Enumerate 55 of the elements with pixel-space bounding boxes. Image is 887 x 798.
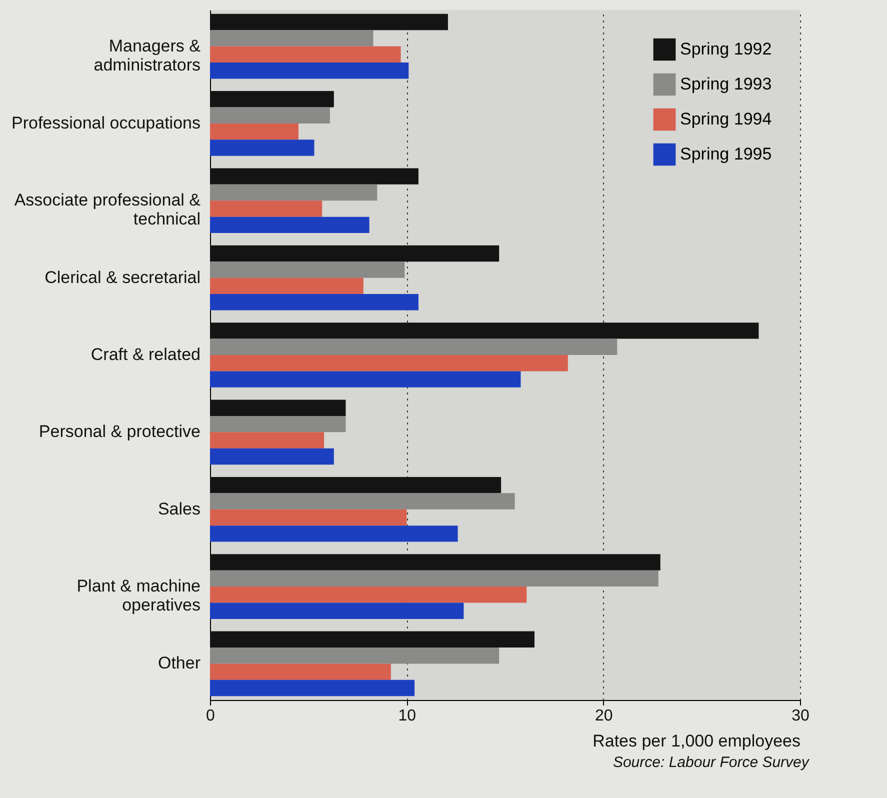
bar — [210, 448, 334, 465]
bar — [210, 30, 374, 46]
bar — [210, 184, 378, 201]
y-tick-label: Managers & administrators — [94, 36, 202, 74]
x-tick-label: 10 — [398, 708, 416, 724]
bar — [210, 526, 458, 542]
legend-label: Spring 1994 — [680, 110, 772, 128]
y-tick-label: Plant & machine operatives — [76, 576, 200, 615]
bar — [210, 200, 322, 217]
bar — [210, 355, 568, 372]
y-tick-label: Professional occupations — [11, 113, 200, 132]
bar — [210, 46, 401, 62]
bar — [210, 631, 534, 648]
bar — [210, 107, 330, 124]
source-note: Source: Labour Force Survey — [612, 754, 810, 771]
bar — [210, 586, 527, 603]
x-axis-title: Rates per 1,000 employees — [592, 732, 800, 750]
bar — [210, 648, 500, 664]
y-tick-label: Sales — [158, 499, 200, 518]
bar — [210, 602, 464, 619]
legend-label: Spring 1992 — [680, 40, 772, 58]
bar — [210, 168, 418, 184]
y-tick-label: Clerical & secretarial — [44, 268, 200, 287]
x-tick-label: 30 — [792, 708, 810, 724]
y-tick-label: Other — [158, 654, 201, 673]
bar — [210, 62, 409, 79]
bar — [210, 400, 346, 416]
bar — [210, 262, 405, 278]
legend-label: Spring 1995 — [680, 144, 772, 164]
bar — [210, 371, 521, 388]
bar — [210, 140, 314, 156]
bar — [210, 664, 391, 680]
bar — [210, 322, 759, 339]
bar — [210, 570, 658, 587]
x-tick-label: 20 — [594, 708, 613, 724]
legend-label: Spring 1993 — [680, 74, 772, 94]
y-tick-label: Associate professional & technical — [14, 190, 202, 229]
bar — [210, 493, 515, 510]
bar — [210, 476, 502, 494]
bar — [210, 14, 448, 30]
bar — [210, 416, 346, 432]
bar — [210, 338, 618, 355]
y-tick-label: Personal & protective — [38, 422, 200, 442]
bar — [210, 91, 334, 108]
bar — [210, 680, 415, 696]
bar — [210, 216, 370, 234]
bar — [210, 554, 660, 570]
bar — [210, 294, 418, 310]
bar — [210, 123, 298, 140]
bar — [210, 278, 364, 294]
bar — [210, 432, 324, 448]
x-tick-label: 0 — [206, 708, 216, 724]
y-tick-label: Craft & related — [90, 345, 200, 364]
bar — [210, 245, 500, 262]
bar — [210, 509, 407, 526]
